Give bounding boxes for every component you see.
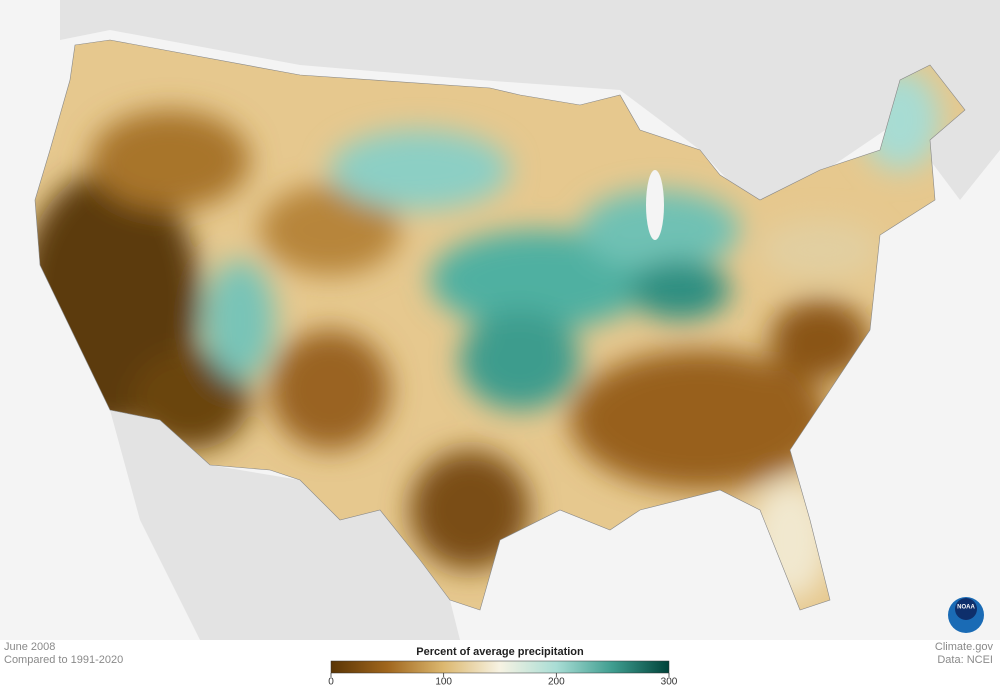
canada — [60, 0, 1000, 215]
credit: Climate.gov — [935, 641, 994, 653]
logo-text: NOAA — [957, 605, 975, 611]
legend-tick-label: 100 — [435, 677, 452, 688]
noaa-logo: NOAA — [948, 597, 984, 633]
baseline: Compared to 1991-2020 — [4, 654, 123, 666]
date: June 2008 — [4, 641, 55, 653]
us-outline — [34, 39, 966, 611]
source: Data: NCEI — [937, 654, 993, 666]
lake-michigan — [646, 170, 664, 240]
legend-tick-label: 0 — [328, 677, 334, 688]
legend-tick-label: 300 — [661, 677, 678, 688]
legend-title: Percent of average precipitation — [416, 646, 584, 658]
mexico — [110, 410, 460, 640]
color-bar — [330, 660, 670, 674]
legend-tick-label: 200 — [548, 677, 565, 688]
